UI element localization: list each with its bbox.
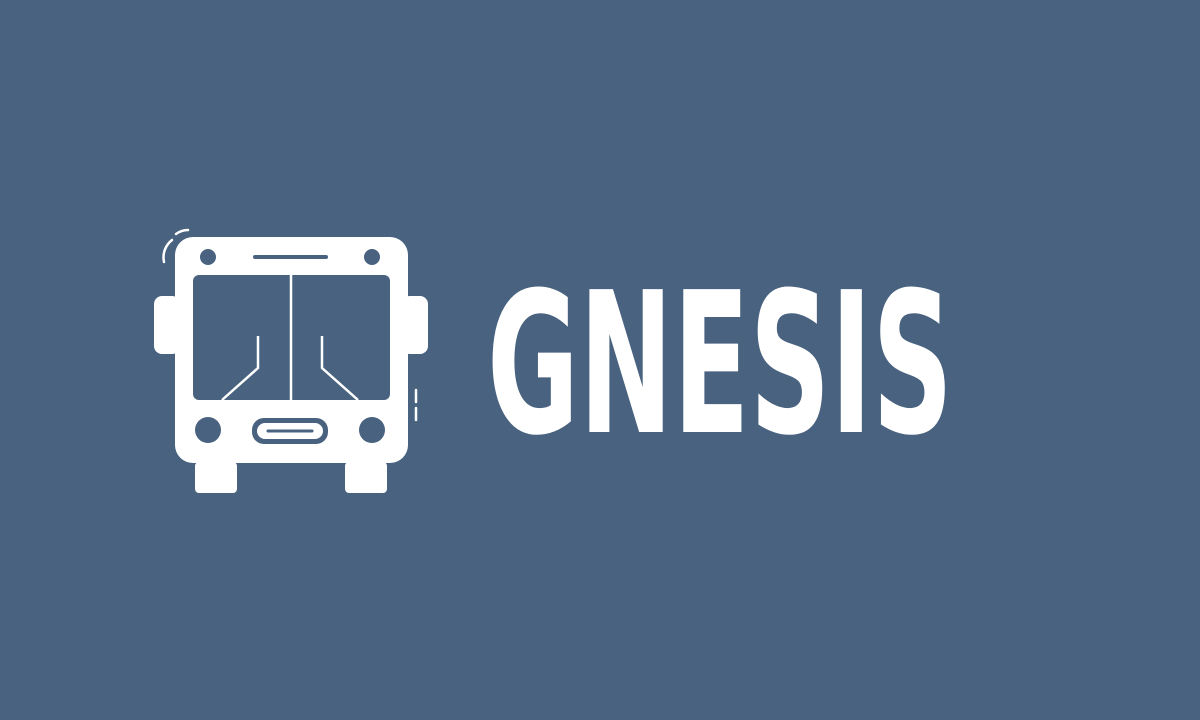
signal-arc bbox=[174, 228, 190, 236]
wiper-right bbox=[320, 336, 359, 401]
wordmark: GNESIS bbox=[487, 251, 953, 479]
wheel-right bbox=[345, 462, 387, 493]
headlight-left bbox=[195, 417, 221, 443]
wiper-left bbox=[221, 336, 260, 401]
signal-arc bbox=[162, 238, 174, 264]
bus-icon bbox=[154, 228, 428, 493]
marker-light bbox=[200, 249, 216, 265]
headlight-right bbox=[359, 417, 385, 443]
wheel-left bbox=[195, 462, 237, 493]
mirror-right bbox=[402, 296, 428, 354]
mirror-left bbox=[154, 296, 180, 354]
marker-light bbox=[364, 249, 380, 265]
